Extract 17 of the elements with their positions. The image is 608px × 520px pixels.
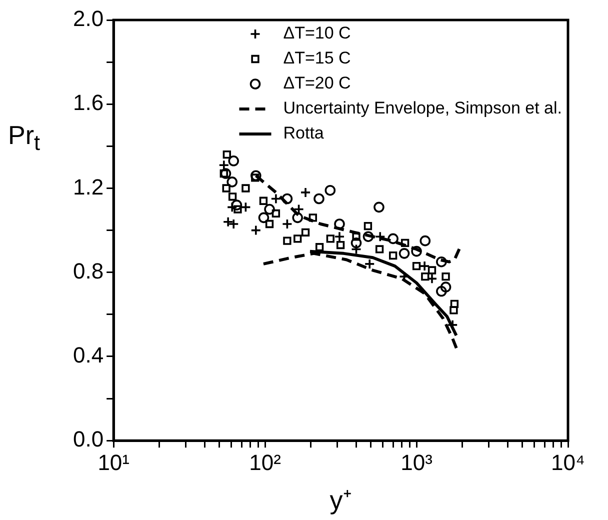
y-tick-label: 1.6	[72, 90, 104, 116]
legend-label: ΔT=15 C	[283, 48, 351, 68]
x-tick-label: 10³	[400, 450, 432, 475]
legend-label: ΔT=20 C	[283, 74, 351, 93]
x-tick-label: 10²	[249, 450, 281, 475]
y-tick-label: 0.4	[72, 342, 104, 368]
y-tick-label: 2.0	[72, 6, 104, 32]
y-tick-label: 1.2	[72, 174, 104, 200]
y-axis-title: Pr$_{t}$	[8, 120, 40, 156]
legend-label: ΔT=10 C	[283, 24, 351, 43]
legend-label: Uncertainty Envelope, Simpson et al.	[283, 98, 562, 118]
y-tick-label: 0.0	[72, 426, 104, 452]
x-tick-label: 10¹	[98, 450, 130, 475]
x-axis-title: y⁺	[330, 484, 352, 517]
x-tick-label: 10⁴	[551, 450, 585, 475]
y-tick-label: 0.8	[72, 258, 104, 284]
legend-label: Rotta	[283, 124, 324, 143]
